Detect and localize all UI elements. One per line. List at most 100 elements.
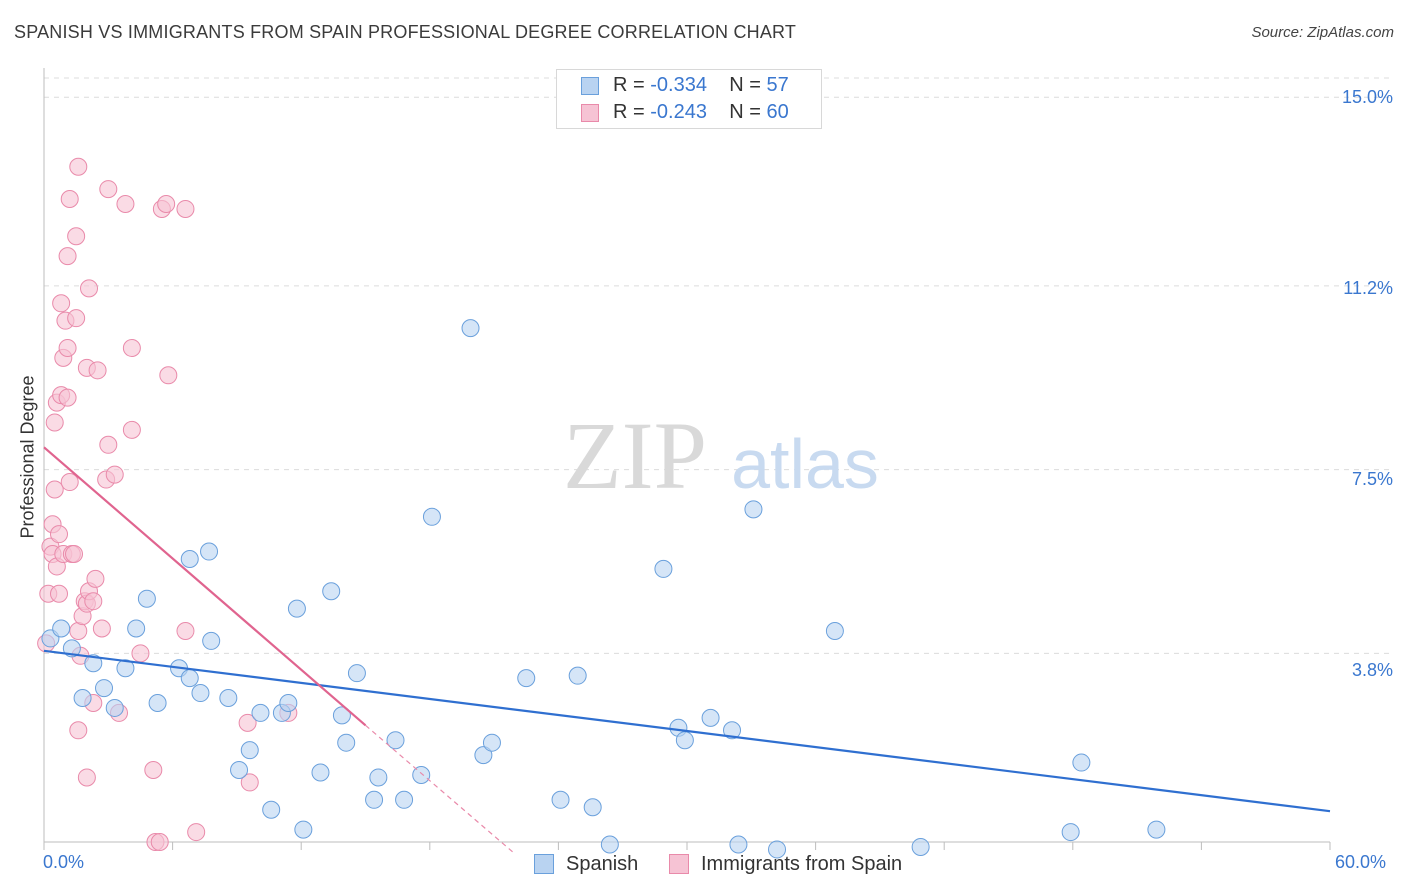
spanish-point bbox=[517, 669, 536, 688]
immigrants-point bbox=[69, 157, 88, 176]
spanish-point bbox=[279, 693, 298, 712]
legend-swatch-immigrants bbox=[669, 854, 689, 874]
spanish-point bbox=[219, 689, 238, 708]
spanish-point bbox=[332, 706, 351, 725]
spanish-point bbox=[191, 684, 210, 703]
immigrants-point bbox=[50, 525, 69, 544]
immigrants-point bbox=[65, 545, 84, 564]
spanish-point bbox=[62, 639, 81, 658]
spanish-point bbox=[200, 542, 219, 561]
n-label: N = bbox=[729, 74, 761, 96]
spanish-point bbox=[52, 619, 71, 638]
spanish-point bbox=[287, 599, 306, 618]
immigrants-point bbox=[52, 294, 71, 313]
spanish-point bbox=[422, 507, 441, 526]
immigrants-point bbox=[67, 309, 86, 328]
legend-item-spanish[interactable]: Spanish bbox=[534, 851, 638, 877]
spanish-point bbox=[347, 664, 366, 683]
immigrants-point bbox=[122, 338, 141, 357]
spanish-point bbox=[583, 798, 602, 817]
n-value: 57 bbox=[766, 74, 789, 96]
immigrants-point bbox=[60, 190, 79, 209]
legend-item-immigrants[interactable]: Immigrants from Spain bbox=[669, 851, 902, 877]
spanish-point bbox=[1061, 823, 1080, 842]
immigrants-point bbox=[176, 199, 195, 218]
immigrants-point bbox=[159, 366, 178, 385]
immigrants-point bbox=[50, 584, 69, 603]
immigrants-point bbox=[88, 361, 107, 380]
immigrants-point bbox=[45, 413, 64, 432]
legend-swatch-spanish bbox=[581, 77, 599, 95]
immigrants-point bbox=[144, 761, 163, 780]
spanish-point bbox=[262, 800, 281, 819]
immigrants-point bbox=[187, 823, 206, 842]
n-label: N = bbox=[729, 101, 761, 123]
spanish-point bbox=[744, 500, 763, 519]
spanish-point bbox=[395, 790, 414, 809]
spanish-point bbox=[482, 733, 501, 752]
immigrants-point bbox=[84, 592, 103, 611]
immigrants-point bbox=[157, 194, 176, 213]
x-tick-label-max: 60.0% bbox=[1335, 852, 1387, 872]
spanish-point bbox=[654, 559, 673, 578]
spanish-point bbox=[1147, 820, 1166, 839]
chart-title: SPANISH VS IMMIGRANTS FROM SPAIN PROFESS… bbox=[14, 22, 797, 42]
immigrants-point bbox=[58, 338, 77, 357]
spanish-point bbox=[365, 790, 384, 809]
spanish-point bbox=[311, 763, 330, 782]
immigrants-point bbox=[131, 644, 150, 663]
legend-label: Spanish bbox=[566, 852, 639, 875]
spanish-point bbox=[251, 703, 270, 722]
immigrants-point bbox=[240, 773, 259, 792]
spanish-point bbox=[322, 582, 341, 601]
r-value: -0.334 bbox=[650, 74, 707, 96]
immigrants-point bbox=[99, 435, 118, 454]
spanish-point bbox=[723, 721, 742, 740]
spanish-point bbox=[95, 679, 114, 698]
spanish-point bbox=[116, 659, 135, 678]
y-tick-label: 11.2% bbox=[1343, 278, 1393, 298]
immigrants-point bbox=[77, 768, 96, 787]
immigrants-point bbox=[92, 619, 111, 638]
axes bbox=[43, 68, 1331, 850]
legend-swatch-spanish bbox=[534, 854, 554, 874]
immigrants-point bbox=[67, 227, 86, 246]
immigrants-point bbox=[86, 569, 105, 588]
spanish-point bbox=[825, 621, 844, 640]
stats-legend: R = -0.334 N = 57 R = -0.243 N = 60 bbox=[556, 69, 822, 129]
immigrants-point bbox=[122, 420, 141, 439]
immigrants-point bbox=[60, 473, 79, 492]
spanish-point bbox=[180, 549, 199, 568]
spanish-point bbox=[701, 708, 720, 727]
spanish-point bbox=[386, 731, 405, 750]
source-label: Source: ZipAtlas.com bbox=[1251, 24, 1394, 41]
immigrants-trend-line bbox=[43, 446, 367, 727]
series-spanish-points bbox=[41, 319, 1166, 859]
spanish-point bbox=[180, 669, 199, 688]
immigrants-point bbox=[116, 194, 135, 213]
spanish-point bbox=[474, 746, 493, 765]
watermark-zip: ZIP bbox=[563, 402, 707, 509]
spanish-point bbox=[294, 820, 313, 839]
spanish-point bbox=[369, 768, 388, 787]
immigrants-point bbox=[238, 713, 257, 732]
spanish-point bbox=[73, 689, 92, 708]
spanish-point bbox=[675, 731, 694, 750]
immigrants-point bbox=[176, 621, 195, 640]
r-label: R = bbox=[613, 74, 645, 96]
spanish-point bbox=[729, 835, 748, 854]
y-tick-label: 3.8% bbox=[1351, 660, 1393, 680]
spanish-point bbox=[105, 698, 124, 717]
n-value: 60 bbox=[766, 101, 789, 123]
legend-label: Immigrants from Spain bbox=[701, 852, 903, 875]
spanish-point bbox=[911, 837, 930, 856]
spanish-point bbox=[84, 654, 103, 673]
immigrants-point bbox=[80, 279, 99, 298]
immigrants-trend-extension bbox=[365, 724, 516, 855]
y-tick-label: 7.5% bbox=[1351, 469, 1393, 489]
spanish-point bbox=[127, 619, 146, 638]
gridlines bbox=[44, 77, 1392, 654]
y-tick-label: 15.0% bbox=[1341, 87, 1393, 107]
spanish-point bbox=[551, 790, 570, 809]
watermark-atlas: atlas bbox=[731, 425, 879, 503]
